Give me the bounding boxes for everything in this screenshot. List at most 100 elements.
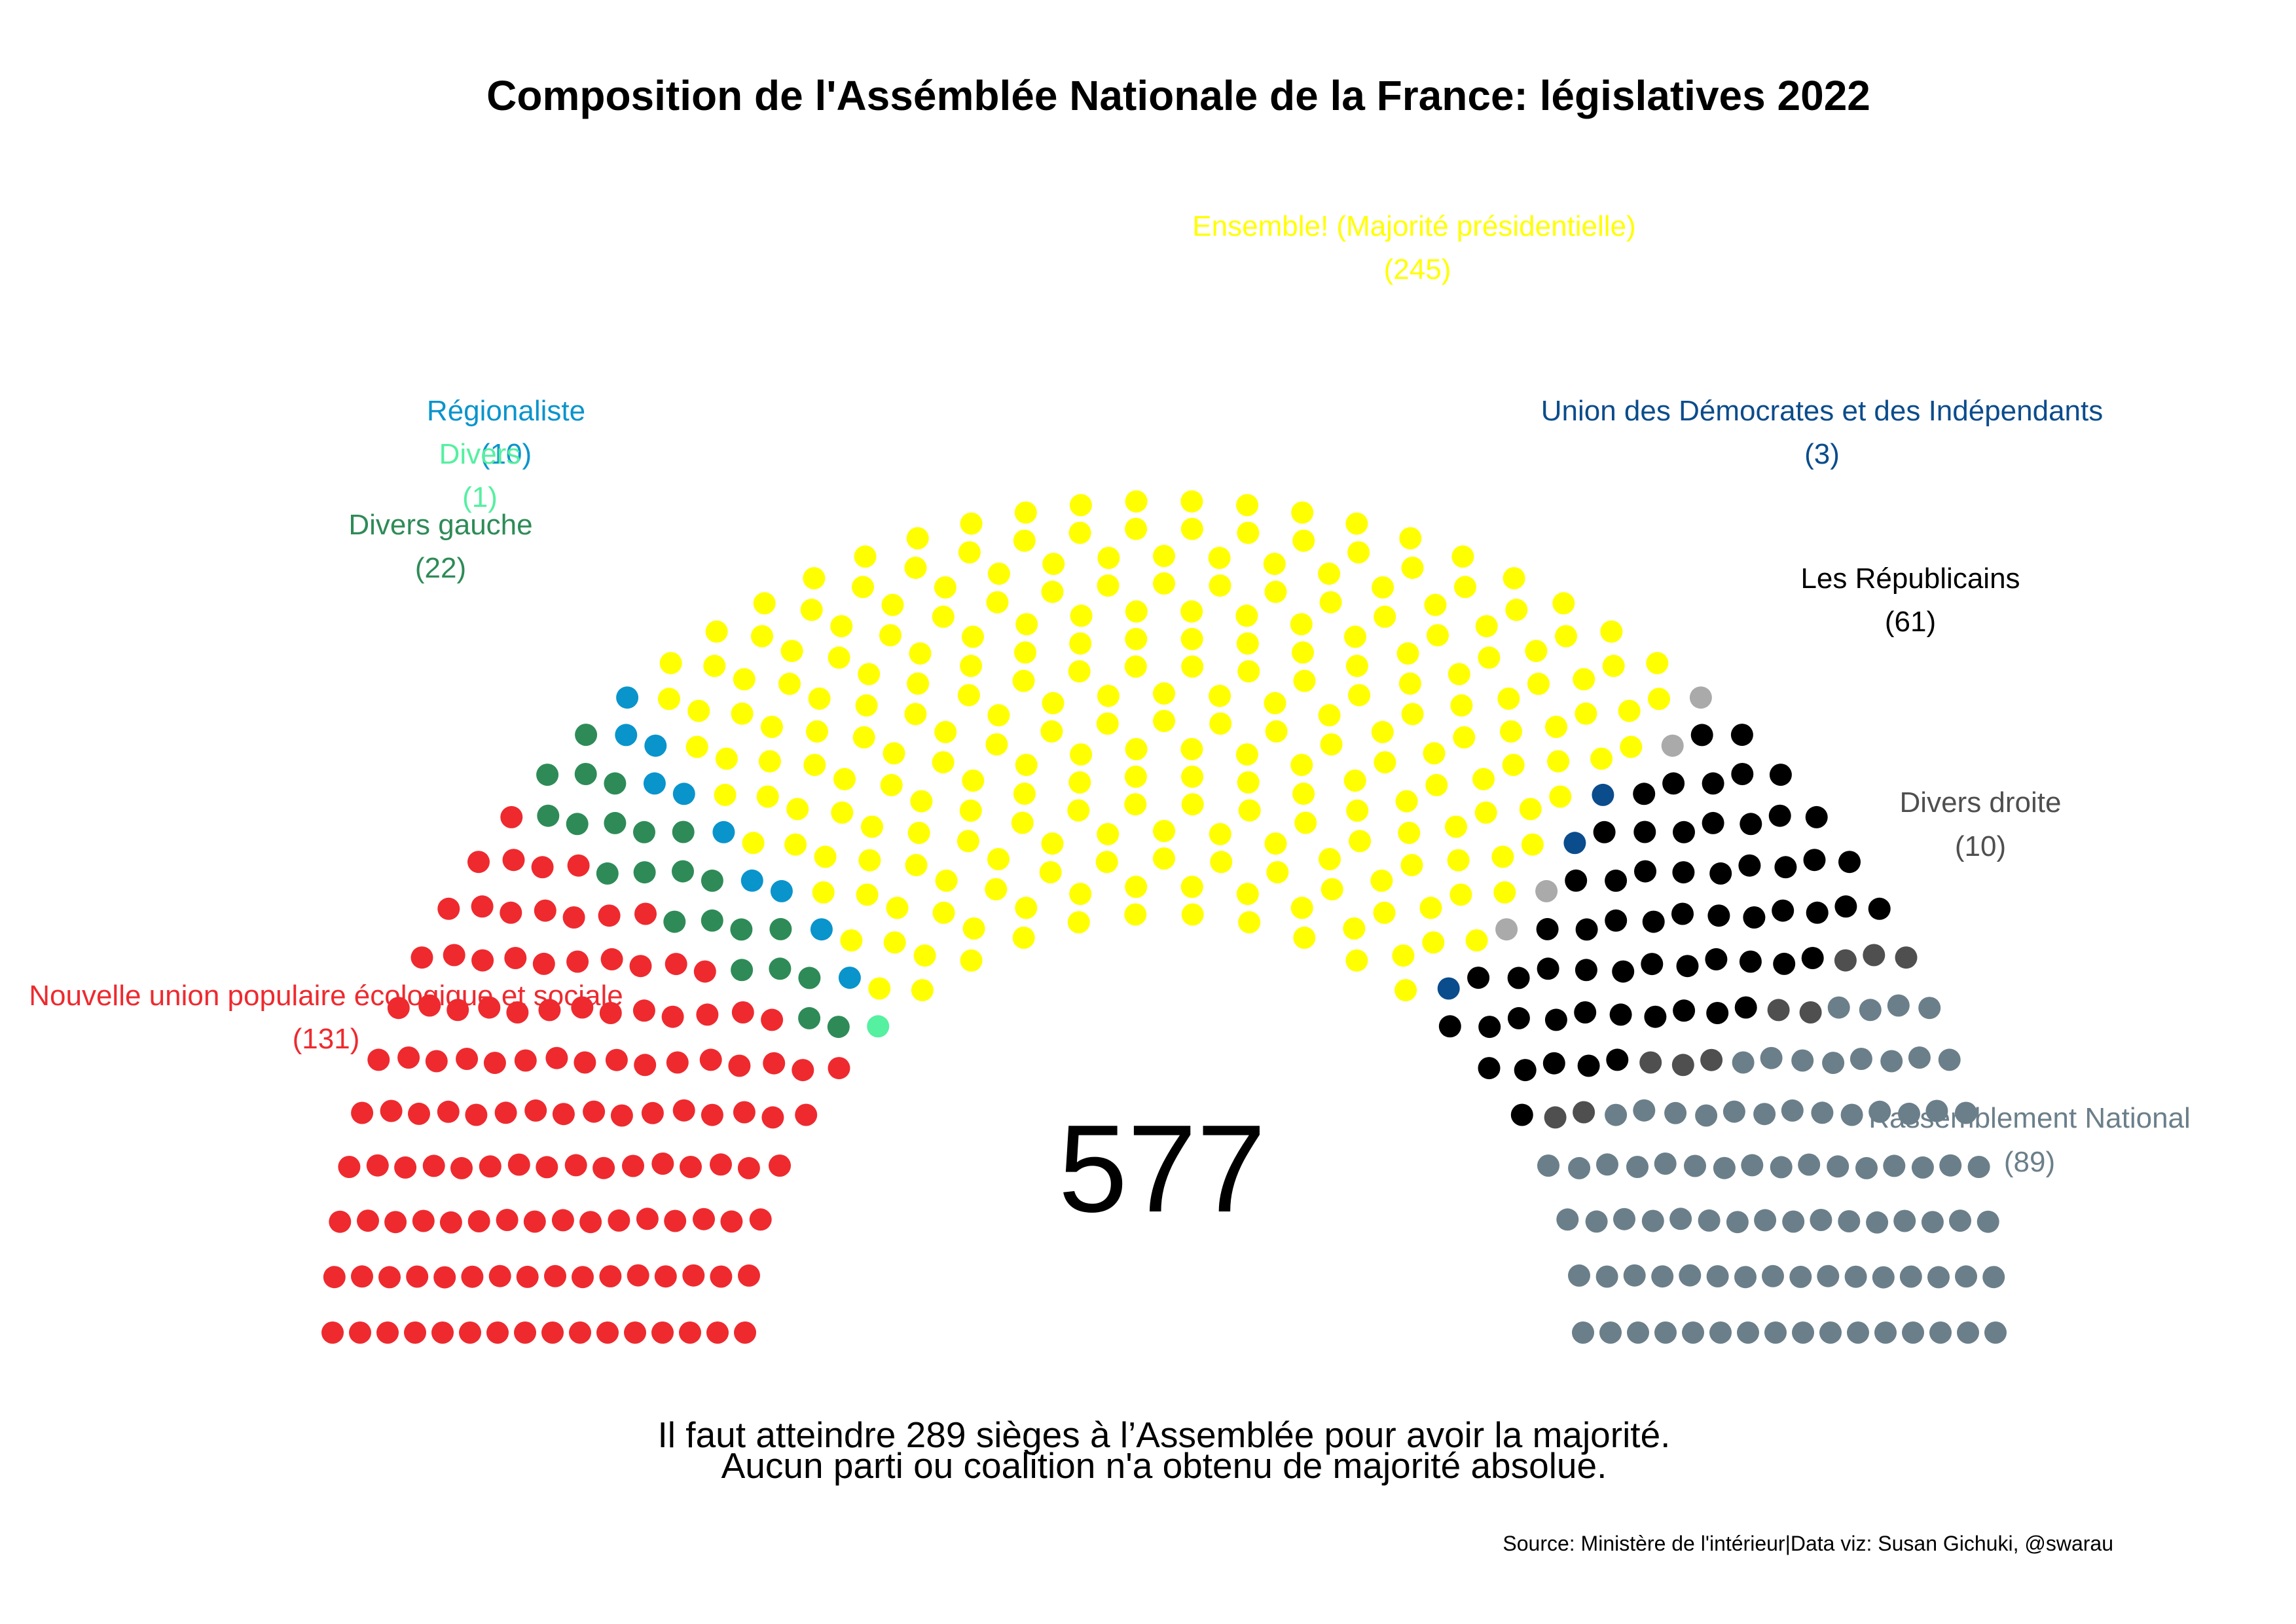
seat-dot-party-9 [1613,1208,1635,1230]
seat-dot-party-9 [1872,1266,1895,1289]
seat-dot-party-9 [1840,1103,1863,1126]
seat-dot-party-7 [1575,959,1597,982]
seat-dot-party-0 [710,1265,733,1288]
seat-dot-party-9 [1819,1321,1842,1344]
seat-dot-party-9 [1770,1156,1793,1179]
seat-dot-party-9 [1810,1209,1832,1231]
seat-dot-party-4 [658,688,680,710]
seat-dot-party-8 [1834,949,1857,972]
seat-dot-party-4 [1238,911,1261,934]
seat-dot-party-3 [712,821,735,843]
seat-dot-party-0 [769,1154,791,1177]
seat-dot-party-4 [1235,743,1258,766]
seat-dot-party-0 [380,1099,403,1122]
seat-dot-party-9 [1982,1266,2005,1289]
seat-dot-party-4 [1237,771,1260,794]
seat-dot-party-4 [784,833,807,856]
seat-dot-party-1 [604,811,627,834]
seat-dot-party-4 [1011,811,1034,834]
seat-dot-party-7 [1565,869,1588,892]
seat-dot-party-4 [1153,682,1175,705]
seat-dot-party-0 [506,1001,529,1024]
seat-dot-party-0 [701,1103,723,1126]
seat-dot-party-0 [471,895,494,918]
seat-dot-party-7 [1542,1052,1565,1075]
seat-dot-party-0 [516,1265,539,1288]
seat-dot-party-0 [641,1101,664,1124]
seat-dot-party-9 [1713,1156,1736,1179]
seat-dot-party-9 [1682,1321,1704,1344]
seat-dot-party-0 [351,1265,373,1288]
seat-dot-party-9 [1791,1049,1814,1072]
total-seats: 577 [1058,1099,1266,1238]
seat-dot-party-4 [786,798,809,821]
seat-dot-party-4 [985,733,1008,756]
seat-dot-party-1 [701,869,723,892]
seat-dot-party-0 [406,1265,429,1288]
seat-dot-party-9 [1605,1103,1628,1126]
seat-dot-party-7 [1868,897,1891,920]
seat-dot-party-4 [714,783,737,806]
seat-dot-party-4 [1602,654,1625,677]
seat-dot-party-4 [1125,627,1148,650]
seat-dot-party-4 [1068,521,1091,544]
label-regionaliste: Régionaliste [427,395,585,427]
seat-dot-party-1 [672,860,694,883]
seat-dot-party-0 [562,906,585,929]
seat-dot-party-0 [693,960,716,983]
seat-dot-party-7 [1544,1008,1567,1031]
seat-dot-party-9 [1764,1321,1787,1344]
seat-dot-party-4 [1153,710,1175,732]
seat-dot-party-4 [1343,917,1366,940]
seat-dot-party-4 [1374,751,1396,774]
seat-dot-party-7 [1609,1003,1632,1026]
seat-dot-party-0 [500,901,522,924]
seat-dot-party-4 [1290,896,1313,919]
seat-dot-party-1 [769,957,792,980]
seat-dot-party-4 [1124,793,1147,816]
seat-dot-party-4 [687,699,710,722]
seat-dot-party-4 [1618,699,1641,722]
seat-dot-party-4 [1291,501,1314,524]
seat-dot-party-4 [1590,747,1613,770]
seat-dot-party-0 [583,1100,606,1123]
seat-dot-party-7 [1507,967,1530,989]
seat-dot-party-0 [456,1048,479,1070]
seat-dot-party-9 [1664,1101,1687,1124]
seat-dot-party-4 [1392,944,1415,967]
seat-dot-party-4 [812,881,835,904]
seat-dot-party-9 [1722,1100,1745,1123]
seat-dot-party-4 [803,754,826,777]
seat-dot-party-0 [636,1208,659,1230]
seat-dot-party-9 [1874,1321,1897,1344]
seat-dot-party-4 [1424,593,1447,616]
seat-dot-party-0 [564,1154,587,1177]
seat-dot-party-9 [1627,1321,1649,1344]
seat-dot-party-4 [1425,773,1448,796]
seat-dot-party-1 [566,813,589,836]
seat-dot-party-4 [1012,669,1035,692]
seat-dot-party-4 [1400,854,1423,877]
seat-dot-party-9 [1651,1265,1674,1288]
seat-dot-party-4 [1209,684,1231,707]
seat-dot-party-4 [1209,822,1231,845]
seat-dot-party-9 [1709,1321,1732,1344]
seat-dot-party-4 [1236,494,1259,517]
seat-dot-party-0 [450,1156,473,1179]
seat-dot-party-6 [1689,686,1712,709]
label-divers-droite: Divers droite [1900,786,2062,819]
seat-dot-party-0 [680,1156,702,1178]
seat-dot-party-4 [833,767,856,790]
seat-dot-party-9 [1949,1209,1971,1232]
seat-dot-party-0 [524,1099,547,1122]
seat-dot-party-0 [629,955,652,978]
count-divers: (1) [462,481,498,513]
seat-dot-party-9 [1753,1103,1776,1126]
seat-dot-party-4 [883,931,906,954]
seat-dot-party-4 [758,750,781,773]
seat-dot-party-0 [443,944,465,967]
seat-dot-party-4 [962,917,985,940]
seat-dot-party-1 [604,772,627,795]
chart-title: Composition de l'Assémblée Nationale de … [486,72,1870,119]
seat-dot-party-4 [1343,769,1366,792]
